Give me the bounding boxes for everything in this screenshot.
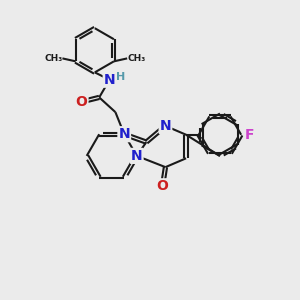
Text: CH₃: CH₃ [44,54,62,63]
Text: O: O [76,95,88,109]
Text: CH₃: CH₃ [127,54,146,63]
Text: N: N [131,149,142,163]
Text: N: N [160,119,171,133]
Text: N: N [104,73,115,87]
Text: N: N [118,127,130,141]
Text: F: F [244,128,254,142]
Text: O: O [157,179,169,193]
Text: H: H [116,72,125,82]
